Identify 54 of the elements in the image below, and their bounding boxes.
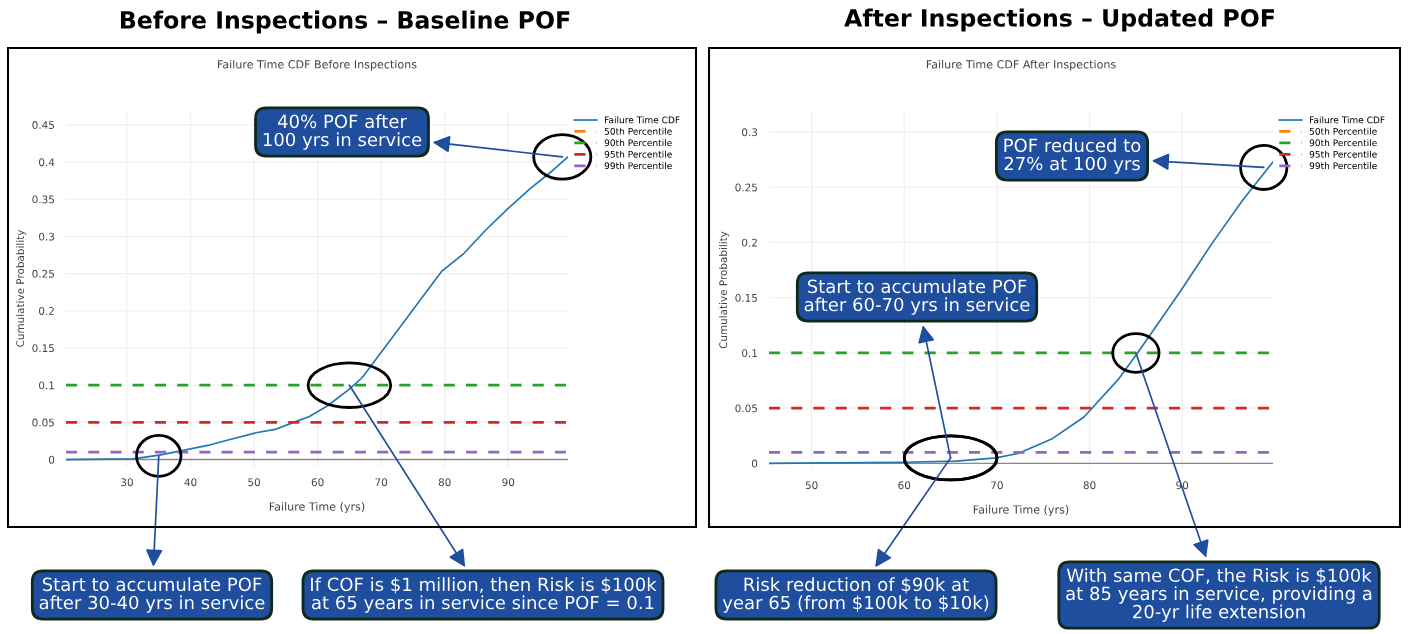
annotation: POF reduced to 27% at 100 yrs (1004, 138, 1141, 174)
legend-label: Failure Time CDF (1310, 116, 1385, 124)
y-tick-label: 0.15 (32, 344, 54, 353)
legend-label: 95th Percentile (1309, 150, 1377, 158)
chart-title: Before Inspections – Baseline POF (120, 10, 570, 34)
x-axis-title: Failure Time (yrs) (973, 505, 1069, 516)
chart-title: After Inspections – Updated POF (844, 8, 1274, 32)
annotation: With same COF, the Risk is $100k at 85 years in service, providing a 20-yr life extension (1066, 568, 1372, 622)
y-axis-title: Cumulative Probability (719, 231, 730, 349)
y-tick-label: 0.05 (735, 404, 757, 413)
x-tick-label: 70 (991, 481, 1003, 490)
legend-label: 50th Percentile (604, 127, 672, 135)
y-tick-label: 0 (751, 459, 758, 468)
y-tick-label: 0.15 (735, 293, 757, 302)
annotation: 40% POF after 100 yrs in service (263, 114, 422, 150)
chart-subtitle: Failure Time CDF After Inspections (926, 59, 1116, 71)
x-tick-label: 60 (311, 478, 324, 487)
annotation: If COF is $1 million, then Risk is $100k at 65 years in service since POF = 0.1 (311, 577, 657, 613)
x-tick-label: 80 (438, 478, 451, 487)
y-tick-label: 0.3 (39, 232, 55, 241)
y-tick-label: 0 (48, 455, 55, 464)
legend-label: 99th Percentile (604, 162, 672, 170)
y-tick-label: 0.1 (742, 349, 757, 358)
annotation: Start to accumulate POF after 60-70 yrs in service (804, 279, 1030, 315)
x-tick-label: 80 (1083, 481, 1096, 490)
y-tick-label: 0.4 (39, 158, 55, 167)
x-tick-label: 40 (184, 478, 197, 487)
y-tick-label: 0.2 (742, 238, 757, 247)
y-tick-label: 0.3 (742, 128, 758, 137)
y-tick-label: 0.25 (735, 183, 757, 192)
line-series (66, 156, 568, 461)
x-tick-label: 30 (121, 478, 133, 487)
x-tick-label: 90 (502, 478, 515, 487)
legend-label: 95th Percentile (604, 150, 672, 158)
annotation: Risk reduction of $90k at year 65 (from $100k to $10k) (722, 577, 989, 613)
y-tick-label: 0.25 (32, 269, 54, 278)
x-tick-label: 70 (375, 478, 388, 487)
legend-label: 90th Percentile (604, 139, 672, 147)
x-tick-label: 50 (805, 481, 818, 490)
legend-label: 50th Percentile (1309, 127, 1377, 135)
y-tick-label: 0.2 (39, 307, 54, 315)
y-axis-title: Cumulative Probability (16, 229, 27, 347)
legend-label: 99th Percentile (1309, 162, 1377, 170)
legend-label: Failure Time CDF (605, 116, 680, 124)
y-tick-label: 0.1 (39, 381, 54, 390)
y-tick-label: 0.05 (32, 418, 54, 427)
annotation: Start to accumulate POF after 30-40 yrs in service (39, 577, 265, 613)
chart-subtitle: Failure Time CDF Before Inspections (218, 59, 417, 71)
y-tick-label: 0.35 (32, 195, 54, 204)
x-tick-label: 50 (248, 478, 261, 487)
y-tick-label: 0.45 (32, 121, 54, 129)
x-axis-title: Failure Time (yrs) (269, 502, 365, 513)
legend-label: 90th Percentile (1309, 139, 1377, 147)
x-tick-label: 60 (898, 481, 911, 490)
